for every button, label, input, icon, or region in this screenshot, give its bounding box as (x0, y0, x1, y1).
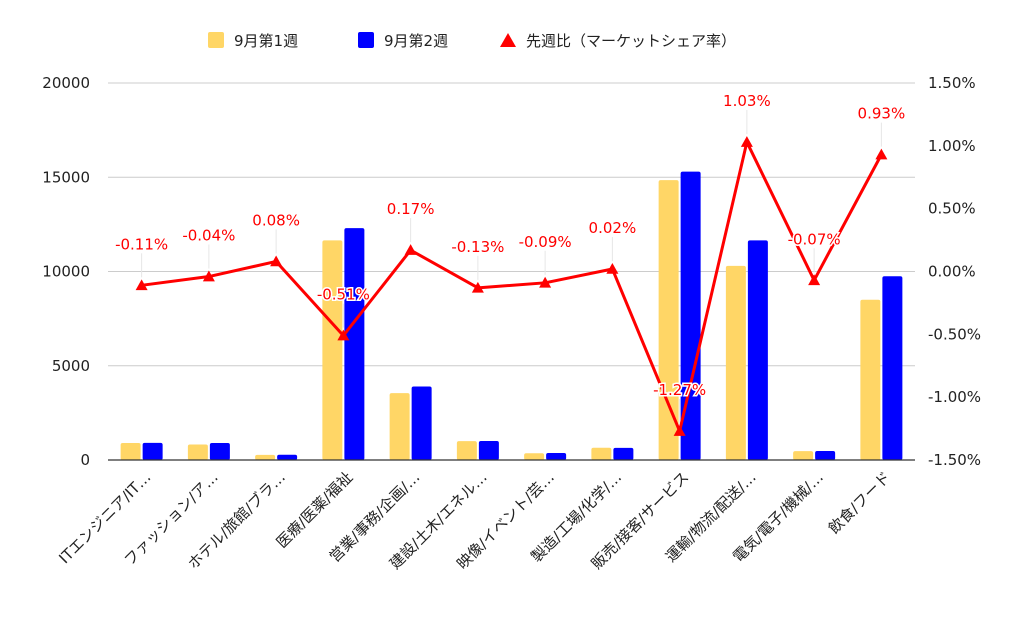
y-right-tick-label: 0.00% (928, 263, 976, 281)
y-left-tick-label: 20000 (42, 74, 90, 92)
y-right-tick-label: 0.50% (928, 200, 976, 218)
line-point-marker[interactable] (539, 276, 552, 288)
bar-week1[interactable] (591, 447, 612, 460)
y-left-tick-label: 15000 (42, 168, 90, 186)
legend-swatch[interactable] (358, 32, 374, 48)
line-point-marker[interactable] (875, 148, 888, 160)
line-data-label: 0.02% (589, 219, 637, 237)
line-point-marker[interactable] (606, 262, 619, 274)
bar-week2[interactable] (546, 453, 567, 460)
line-point-marker[interactable] (471, 281, 484, 293)
legend-label[interactable]: 先週比（マーケットシェア率） (526, 32, 736, 50)
line-point-marker[interactable] (270, 255, 283, 267)
bar-week2[interactable] (613, 447, 634, 460)
line-data-label: -0.09% (519, 233, 572, 251)
bar-week2[interactable] (344, 228, 365, 460)
bar-week2[interactable] (680, 171, 701, 460)
bar-week1[interactable] (255, 454, 276, 460)
line-point-marker[interactable] (337, 329, 350, 341)
legend-triangle-icon[interactable] (500, 33, 516, 47)
line-data-label: 1.03% (723, 92, 771, 110)
bar-week1[interactable] (725, 265, 746, 460)
bar-week1[interactable] (187, 444, 208, 460)
bar-week1[interactable] (524, 453, 545, 460)
line-point-marker[interactable] (740, 136, 753, 147)
bar-week1[interactable] (793, 451, 814, 460)
y-left-tick-label: 5000 (52, 357, 90, 375)
y-right-tick-label: -0.50% (928, 325, 981, 343)
bar-week2[interactable] (411, 386, 432, 460)
line-data-label: -1.27% (653, 381, 706, 399)
bar-week2[interactable] (882, 276, 903, 460)
y-left-tick-label: 10000 (42, 263, 90, 281)
legend-label[interactable]: 9月第1週 (234, 32, 298, 50)
line-data-label: 0.17% (387, 200, 435, 218)
line-data-label: -0.11% (115, 235, 168, 253)
line-point-marker[interactable] (404, 244, 417, 255)
bar-week1[interactable] (120, 443, 141, 460)
legend-label[interactable]: 9月第2週 (384, 32, 448, 50)
line-data-label: -0.04% (182, 227, 235, 245)
bar-week1[interactable] (456, 441, 477, 460)
line-week-over-week (141, 140, 883, 433)
line-point-marker[interactable] (808, 274, 821, 286)
y-right-tick-label: 1.50% (928, 74, 976, 92)
bar-week1[interactable] (860, 299, 881, 460)
bar-week2[interactable] (277, 454, 298, 460)
bar-week1[interactable] (322, 240, 343, 460)
x-category-label: 飲食/フード (825, 468, 894, 537)
line-point-marker[interactable] (135, 279, 148, 291)
y-right-tick-label: -1.00% (928, 388, 981, 406)
bar-week2[interactable] (142, 442, 163, 460)
bar-week1[interactable] (389, 393, 410, 460)
bar-week2[interactable] (478, 440, 499, 460)
bar-week2[interactable] (209, 443, 230, 460)
bar-week2[interactable] (815, 450, 836, 460)
line-data-label: -0.13% (451, 238, 504, 256)
line-data-label: 0.08% (252, 211, 300, 229)
line-data-label: -0.51% (317, 286, 370, 304)
y-left-tick-label: 0 (80, 451, 90, 469)
legend-swatch[interactable] (208, 32, 224, 48)
y-right-tick-label: 1.00% (928, 137, 976, 155)
line-point-marker[interactable] (202, 270, 215, 282)
line-data-label: -0.07% (788, 230, 841, 248)
y-right-tick-label: -1.50% (928, 451, 981, 469)
line-data-label: 0.93% (858, 105, 906, 123)
bar-week2[interactable] (747, 240, 768, 460)
line-point-marker[interactable] (673, 425, 686, 436)
